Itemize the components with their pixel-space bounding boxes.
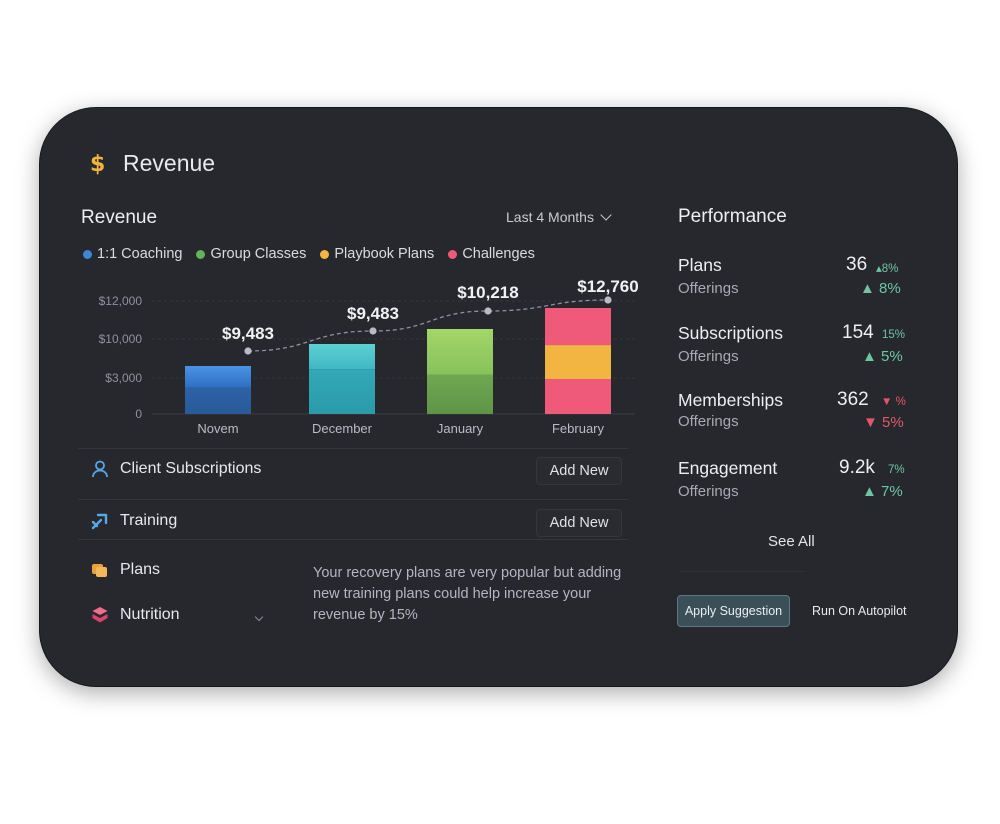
- legend-label: Challenges: [462, 246, 535, 262]
- y-tick-label: $3,000: [105, 371, 142, 385]
- nav-label: Training: [120, 512, 178, 529]
- legend-dot: [448, 249, 458, 259]
- perf-memberships-name: Memberships: [678, 390, 784, 410]
- trend-point: [604, 296, 612, 304]
- y-tick-label: 0: [135, 407, 142, 421]
- y-tick-label: $10,000: [99, 332, 143, 346]
- perf-plans-value: 36: [846, 254, 868, 275]
- bar: [185, 366, 251, 388]
- x-tick-label: February: [552, 421, 605, 436]
- perf-subscriptions-sub: Offerings: [678, 348, 739, 365]
- run-autopilot-button[interactable]: Run On Autopilot: [812, 604, 907, 618]
- perf-engagement-delta: ▲ 7%: [862, 483, 903, 500]
- legend-label: Playbook Plans: [334, 246, 435, 262]
- bar: [427, 329, 493, 375]
- trend-point: [244, 347, 252, 355]
- performance-title: Performance: [678, 206, 787, 227]
- perf-plans-delta: ▲ 8%: [860, 280, 901, 297]
- trend-point: [369, 327, 377, 335]
- bar-value-label: $9,483: [347, 304, 399, 323]
- perf-subscriptions-delta-small: 15%: [882, 329, 906, 341]
- add-training-button[interactable]: Add New: [536, 509, 622, 537]
- bar: [545, 345, 611, 380]
- divider: [78, 448, 628, 449]
- perf-memberships-sub: Offerings: [678, 413, 739, 430]
- nav-plans[interactable]: Plans: [90, 560, 160, 580]
- bar: [427, 374, 493, 414]
- legend-item: Playbook Plans: [320, 246, 434, 262]
- page-title: Revenue: [123, 150, 216, 176]
- x-tick-label: December: [312, 421, 373, 436]
- x-tick-label: January: [437, 421, 484, 436]
- bar-value-label: $12,760: [577, 277, 638, 296]
- bar: [545, 308, 611, 346]
- chevron-down-icon: [600, 208, 612, 221]
- divider: [680, 571, 805, 572]
- suggestion-text: Your recovery plans are very popular but…: [313, 565, 622, 623]
- revenue-title: Revenue: [81, 207, 158, 228]
- dollar-icon: $: [90, 152, 106, 177]
- apply-suggestion-button[interactable]: Apply Suggestion: [677, 595, 790, 627]
- nutrition-icon: [90, 605, 110, 625]
- legend-label: Group Classes: [210, 246, 307, 262]
- y-tick-label: $12,000: [99, 294, 143, 308]
- perf-subscriptions-value: 154: [842, 322, 874, 343]
- perf-engagement-name: Engagement: [678, 458, 778, 478]
- user-icon: [90, 459, 110, 479]
- nav-training[interactable]: Training: [90, 511, 177, 531]
- bar-value-label: $9,483: [222, 324, 274, 343]
- plans-icon: [90, 560, 110, 580]
- perf-subscriptions-name: Subscriptions: [678, 323, 784, 343]
- bar: [545, 379, 611, 414]
- perf-plans-name: Plans: [678, 255, 722, 275]
- date-range-label: Last 4 Months: [506, 209, 594, 225]
- perf-memberships-delta: ▼ 5%: [863, 414, 904, 431]
- perf-engagement-delta-small: 7%: [888, 464, 905, 476]
- perf-memberships-value: 362: [837, 389, 869, 410]
- bar-value-label: $10,218: [457, 283, 518, 302]
- see-all-link[interactable]: See All: [768, 533, 815, 550]
- divider: [78, 499, 628, 500]
- nav-nutrition[interactable]: Nutrition: [90, 605, 180, 625]
- perf-engagement-sub: Offerings: [678, 483, 739, 500]
- legend-item: Challenges: [448, 246, 535, 262]
- legend-item: 1:1 Coaching: [83, 246, 182, 262]
- trend-line: [247, 299, 609, 352]
- perf-engagement-value: 9.2k: [839, 457, 875, 478]
- trend-point: [484, 307, 492, 315]
- nav-label: Client Subscriptions: [120, 460, 262, 477]
- legend-dot: [83, 249, 92, 259]
- training-icon: [90, 511, 110, 531]
- revenue-card: $ Revenue Revenue Last 4 Months 1:1 Coac…: [40, 108, 957, 686]
- nav-label: Nutrition: [120, 606, 180, 623]
- bar: [185, 387, 251, 414]
- add-subscription-button[interactable]: Add New: [536, 457, 622, 485]
- perf-memberships-delta-small: ▼ %: [881, 396, 906, 408]
- perf-plans-sub: Offerings: [678, 280, 739, 297]
- legend-dot: [320, 249, 330, 259]
- date-range-dropdown[interactable]: Last 4 Months: [506, 208, 612, 225]
- legend-item: Group Classes: [196, 246, 306, 262]
- divider: [78, 539, 628, 540]
- nav-label: Plans: [120, 561, 161, 578]
- chevron-down-icon[interactable]: [254, 612, 264, 622]
- perf-plans-delta-small: ▴8%: [876, 263, 899, 275]
- bar: [309, 344, 375, 370]
- nav-client-subscriptions[interactable]: Client Subscriptions: [90, 459, 261, 479]
- bar: [309, 369, 375, 414]
- x-tick-label: Novem: [197, 421, 238, 436]
- perf-subscriptions-delta: ▲ 5%: [862, 348, 903, 365]
- legend-label: 1:1 Coaching: [97, 246, 183, 262]
- revenue-bar-chart: $12,000 $10,000 $3,000 0 Novem December Janua…: [99, 277, 639, 436]
- legend-dot: [196, 249, 206, 259]
- chart-legend: 1:1 Coaching Group Classes Playbook Plan…: [83, 246, 535, 262]
